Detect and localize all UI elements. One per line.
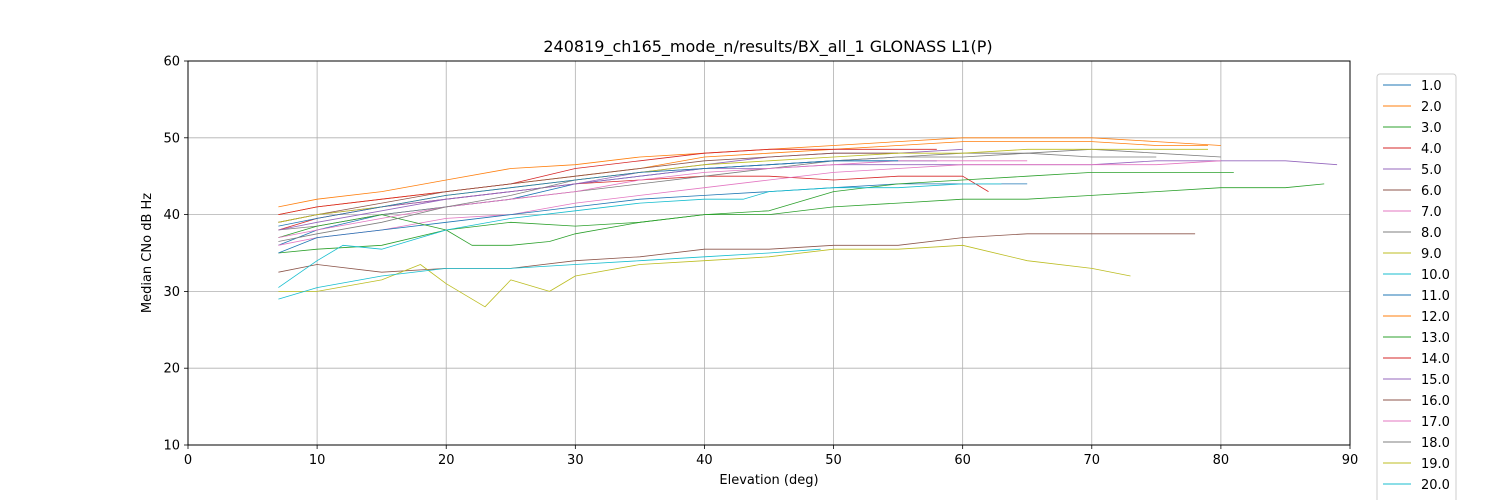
legend-entry: 13.0 xyxy=(1421,331,1450,346)
x-tick-label: 80 xyxy=(1213,453,1230,468)
legend-entry: 11.0 xyxy=(1421,289,1450,304)
series-line-8-0 xyxy=(278,152,1157,231)
legend-entry: 1.0 xyxy=(1421,79,1442,94)
y-tick-label: 40 xyxy=(163,208,180,223)
series-lines xyxy=(278,137,1338,308)
legend-entry: 9.0 xyxy=(1421,247,1442,262)
y-tick-label: 30 xyxy=(163,285,180,300)
legend-entry: 19.0 xyxy=(1421,457,1450,472)
y-axis-label: Median CNo dB Hz xyxy=(140,193,155,313)
series-line-11-0 xyxy=(278,183,1028,254)
legend-entry: 2.0 xyxy=(1421,100,1442,115)
legend-entry: 10.0 xyxy=(1421,268,1450,283)
series-line-2-0 xyxy=(278,141,1208,215)
series-line-20-0 xyxy=(278,183,1002,288)
legend-box xyxy=(1376,73,1457,500)
y-tick-label: 20 xyxy=(163,362,180,377)
y-tick-label: 60 xyxy=(163,55,180,70)
legend-entry: 6.0 xyxy=(1421,184,1442,199)
x-tick-label: 50 xyxy=(825,453,842,468)
legend-entry: 3.0 xyxy=(1421,121,1442,136)
x-tick-label: 40 xyxy=(696,453,713,468)
legend-entry: 17.0 xyxy=(1421,415,1450,430)
y-tick-label: 50 xyxy=(163,131,180,146)
y-tick-label: 10 xyxy=(163,439,180,454)
legend-entry: 18.0 xyxy=(1421,436,1450,451)
legend-entry: 12.0 xyxy=(1421,310,1450,325)
series-line-15-0 xyxy=(278,148,963,231)
series-line-17-0 xyxy=(278,160,1028,238)
series-line-21-0 xyxy=(278,160,899,227)
x-axis-label: Elevation (deg) xyxy=(719,473,818,488)
x-tick-label: 20 xyxy=(438,453,455,468)
legend: 1.0 2.0 3.0 4.0 5.0 6.0 7.0 8.0 9.0 10.0 11.0 12.0 1… xyxy=(1376,73,1457,500)
legend-entry: 16.0 xyxy=(1421,394,1450,409)
legend-entry: 4.0 xyxy=(1421,142,1442,157)
legend-entry: 15.0 xyxy=(1421,373,1450,388)
legend-entry: 8.0 xyxy=(1421,226,1442,241)
axis-ticks: 0 10 20 30 40 50 60 70 80 90 10 20 30 40 50 60 xyxy=(163,55,1358,469)
series-line-6-0 xyxy=(278,233,1196,273)
legend-entry: 14.0 xyxy=(1421,352,1450,367)
series-line-18-0 xyxy=(278,148,1221,242)
chart-title: 240819_ch165_mode_n/results/BX_all_1 GLO… xyxy=(543,37,992,57)
legend-entry: 5.0 xyxy=(1421,163,1442,178)
series-line-13-0 xyxy=(278,171,1234,246)
series-line-3-0 xyxy=(278,183,1325,254)
x-tick-label: 0 xyxy=(184,453,192,468)
series-line-10-0 xyxy=(278,248,821,300)
series-line-14-0 xyxy=(278,148,937,215)
legend-entry: 20.0 xyxy=(1421,478,1450,493)
series-line-7-0 xyxy=(278,160,1221,246)
series-line-16-0 xyxy=(278,152,899,223)
series-line-9-0 xyxy=(278,244,1131,308)
x-tick-label: 60 xyxy=(954,453,971,468)
legend-entry: 7.0 xyxy=(1421,205,1442,220)
x-tick-label: 30 xyxy=(567,453,584,468)
x-tick-label: 90 xyxy=(1342,453,1359,468)
x-tick-label: 10 xyxy=(309,453,326,468)
x-tick-label: 70 xyxy=(1084,453,1101,468)
series-line-5-0 xyxy=(278,160,1338,223)
plot-frame xyxy=(187,60,1351,446)
